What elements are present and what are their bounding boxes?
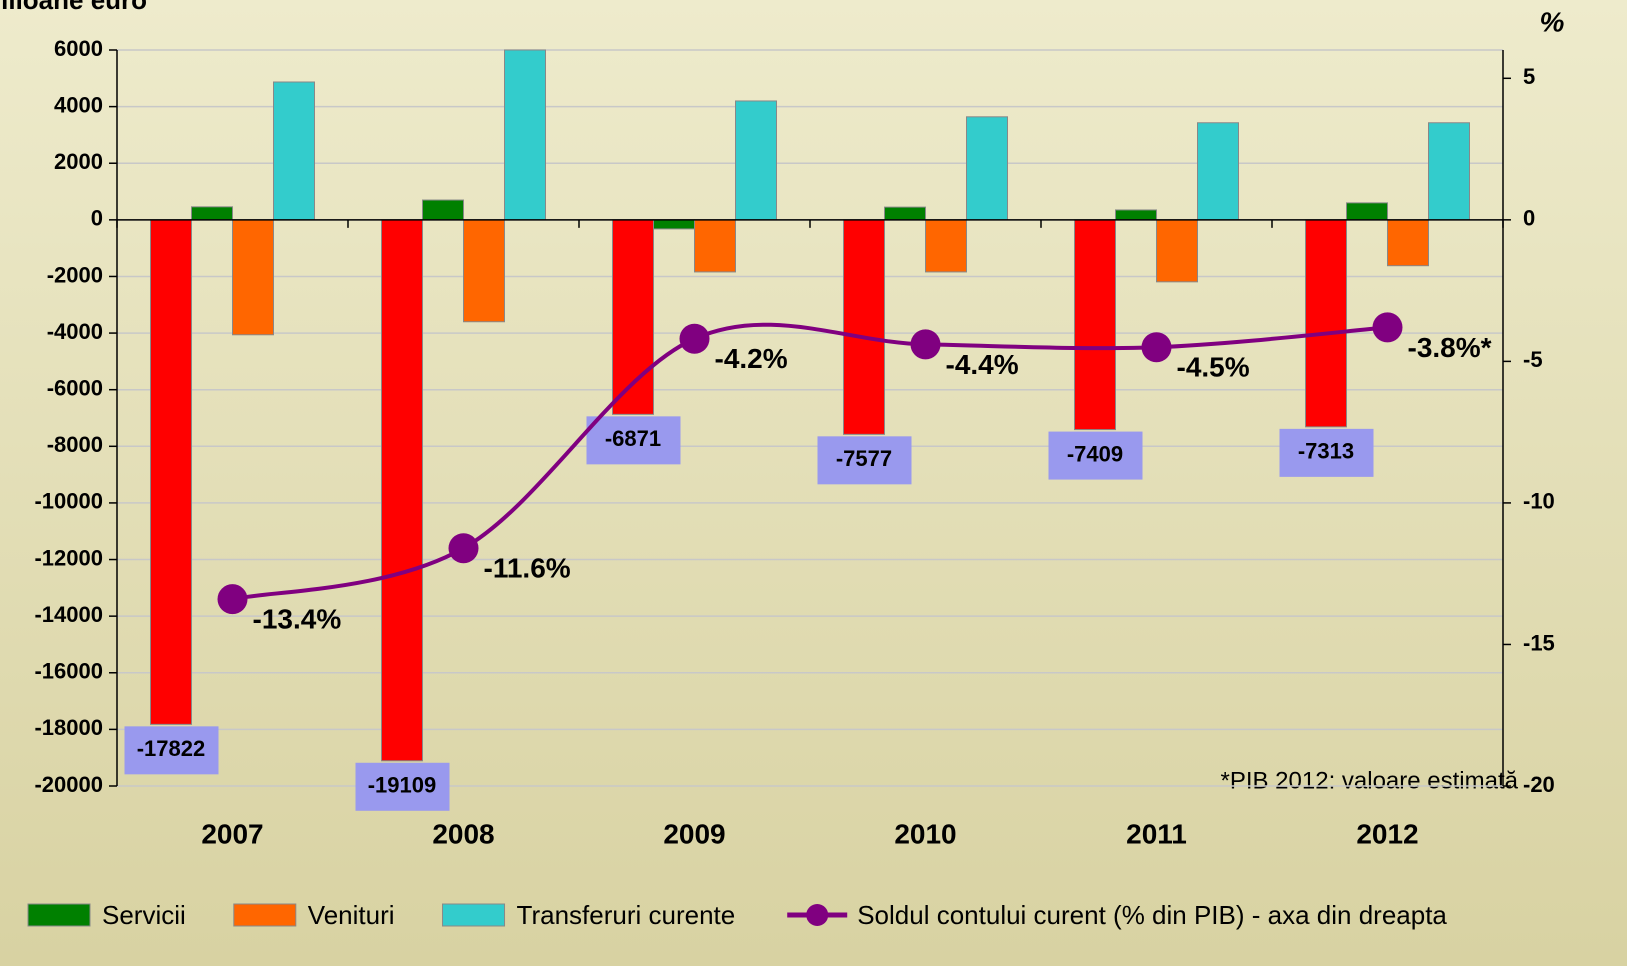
x-tick-label: 2012 <box>1356 818 1418 849</box>
value-label-box <box>124 726 219 775</box>
bar <box>422 199 464 221</box>
bar <box>1156 219 1198 283</box>
legend-label: Soldul contului curent (% din PIB) - axa… <box>857 900 1447 930</box>
legend-label: Transferuri curente <box>517 900 736 930</box>
y2-tick-label: -20 <box>1523 772 1555 797</box>
y2-axis-label: % <box>1540 6 1565 37</box>
legend-swatch <box>442 903 506 927</box>
value-label: -7577 <box>836 446 892 471</box>
marker <box>679 323 710 354</box>
y2-tick-label: 0 <box>1523 206 1535 231</box>
value-label: -7313 <box>1298 439 1354 464</box>
legend-marker <box>806 904 829 926</box>
bar <box>735 100 777 221</box>
y-tick-label: -12000 <box>34 545 103 570</box>
bar <box>273 81 315 221</box>
value-label: -17822 <box>137 736 206 761</box>
x-tick-label: 2009 <box>663 818 725 849</box>
value-label: -7409 <box>1067 441 1123 466</box>
y2-tick-label: -5 <box>1523 347 1543 372</box>
marker <box>217 584 248 615</box>
y-tick-label: -6000 <box>47 376 103 401</box>
y-tick-label: -10000 <box>34 489 103 514</box>
y-tick-label: 4000 <box>54 92 103 117</box>
legend-label: Venituri <box>308 900 395 930</box>
bar <box>1197 122 1239 221</box>
value-label-box <box>817 436 912 485</box>
value-label: -6871 <box>605 426 661 451</box>
value-label: -19109 <box>368 773 437 798</box>
y2-tick-label: -10 <box>1523 489 1555 514</box>
value-label: -4.4% <box>946 349 1019 380</box>
bar <box>1305 219 1347 428</box>
value-label-box <box>355 762 450 811</box>
y-tick-label: -18000 <box>34 715 103 740</box>
y2-tick-label: 5 <box>1523 64 1535 89</box>
bar <box>653 219 695 230</box>
y-tick-label: -4000 <box>47 319 103 344</box>
y-tick-label: 2000 <box>54 149 103 174</box>
bar <box>966 116 1008 221</box>
marker <box>448 533 479 564</box>
bar <box>694 219 736 273</box>
value-label: -4.5% <box>1177 352 1250 383</box>
bar <box>1428 122 1470 221</box>
bar <box>381 219 423 762</box>
y-axis-label: milioane euro <box>0 0 147 15</box>
y2-tick-label: -15 <box>1523 630 1555 655</box>
legend-label: Servicii <box>102 900 186 930</box>
bar <box>843 219 885 435</box>
y-tick-label: -14000 <box>34 602 103 627</box>
legend-swatch <box>27 903 91 927</box>
value-label: -11.6% <box>484 553 571 584</box>
y-tick-label: -16000 <box>34 659 103 684</box>
marker <box>1141 332 1172 363</box>
bar <box>232 219 274 336</box>
value-label: -13.4% <box>253 604 342 635</box>
bar <box>1346 202 1388 221</box>
value-label-box <box>1279 428 1374 477</box>
x-tick-label: 2010 <box>894 818 956 849</box>
bar <box>150 219 192 725</box>
value-label: -4.2% <box>715 343 788 374</box>
bar <box>191 206 233 221</box>
marker <box>910 329 941 360</box>
y-tick-label: -2000 <box>47 262 103 287</box>
bar <box>1387 219 1429 267</box>
y-tick-label: 0 <box>91 206 103 231</box>
bar <box>1074 219 1116 431</box>
marker <box>1372 312 1403 343</box>
y-tick-label: -8000 <box>47 432 103 457</box>
x-tick-label: 2011 <box>1126 818 1187 849</box>
value-label: -3.8%* <box>1408 332 1492 363</box>
value-label-box <box>586 416 681 465</box>
y-tick-label: -20000 <box>34 772 103 797</box>
bar <box>925 219 967 273</box>
bar <box>463 219 505 323</box>
line <box>232 322 1388 602</box>
x-tick-label: 2008 <box>432 818 494 849</box>
legend-swatch <box>233 903 297 927</box>
bar <box>1115 209 1157 221</box>
bar <box>884 206 926 221</box>
value-label-box <box>1048 431 1143 480</box>
y-tick-label: 6000 <box>54 36 103 61</box>
x-tick-label: 2007 <box>201 818 263 849</box>
bar <box>504 49 546 221</box>
annotation: *PIB 2012: valoare estimată <box>1220 767 1518 794</box>
